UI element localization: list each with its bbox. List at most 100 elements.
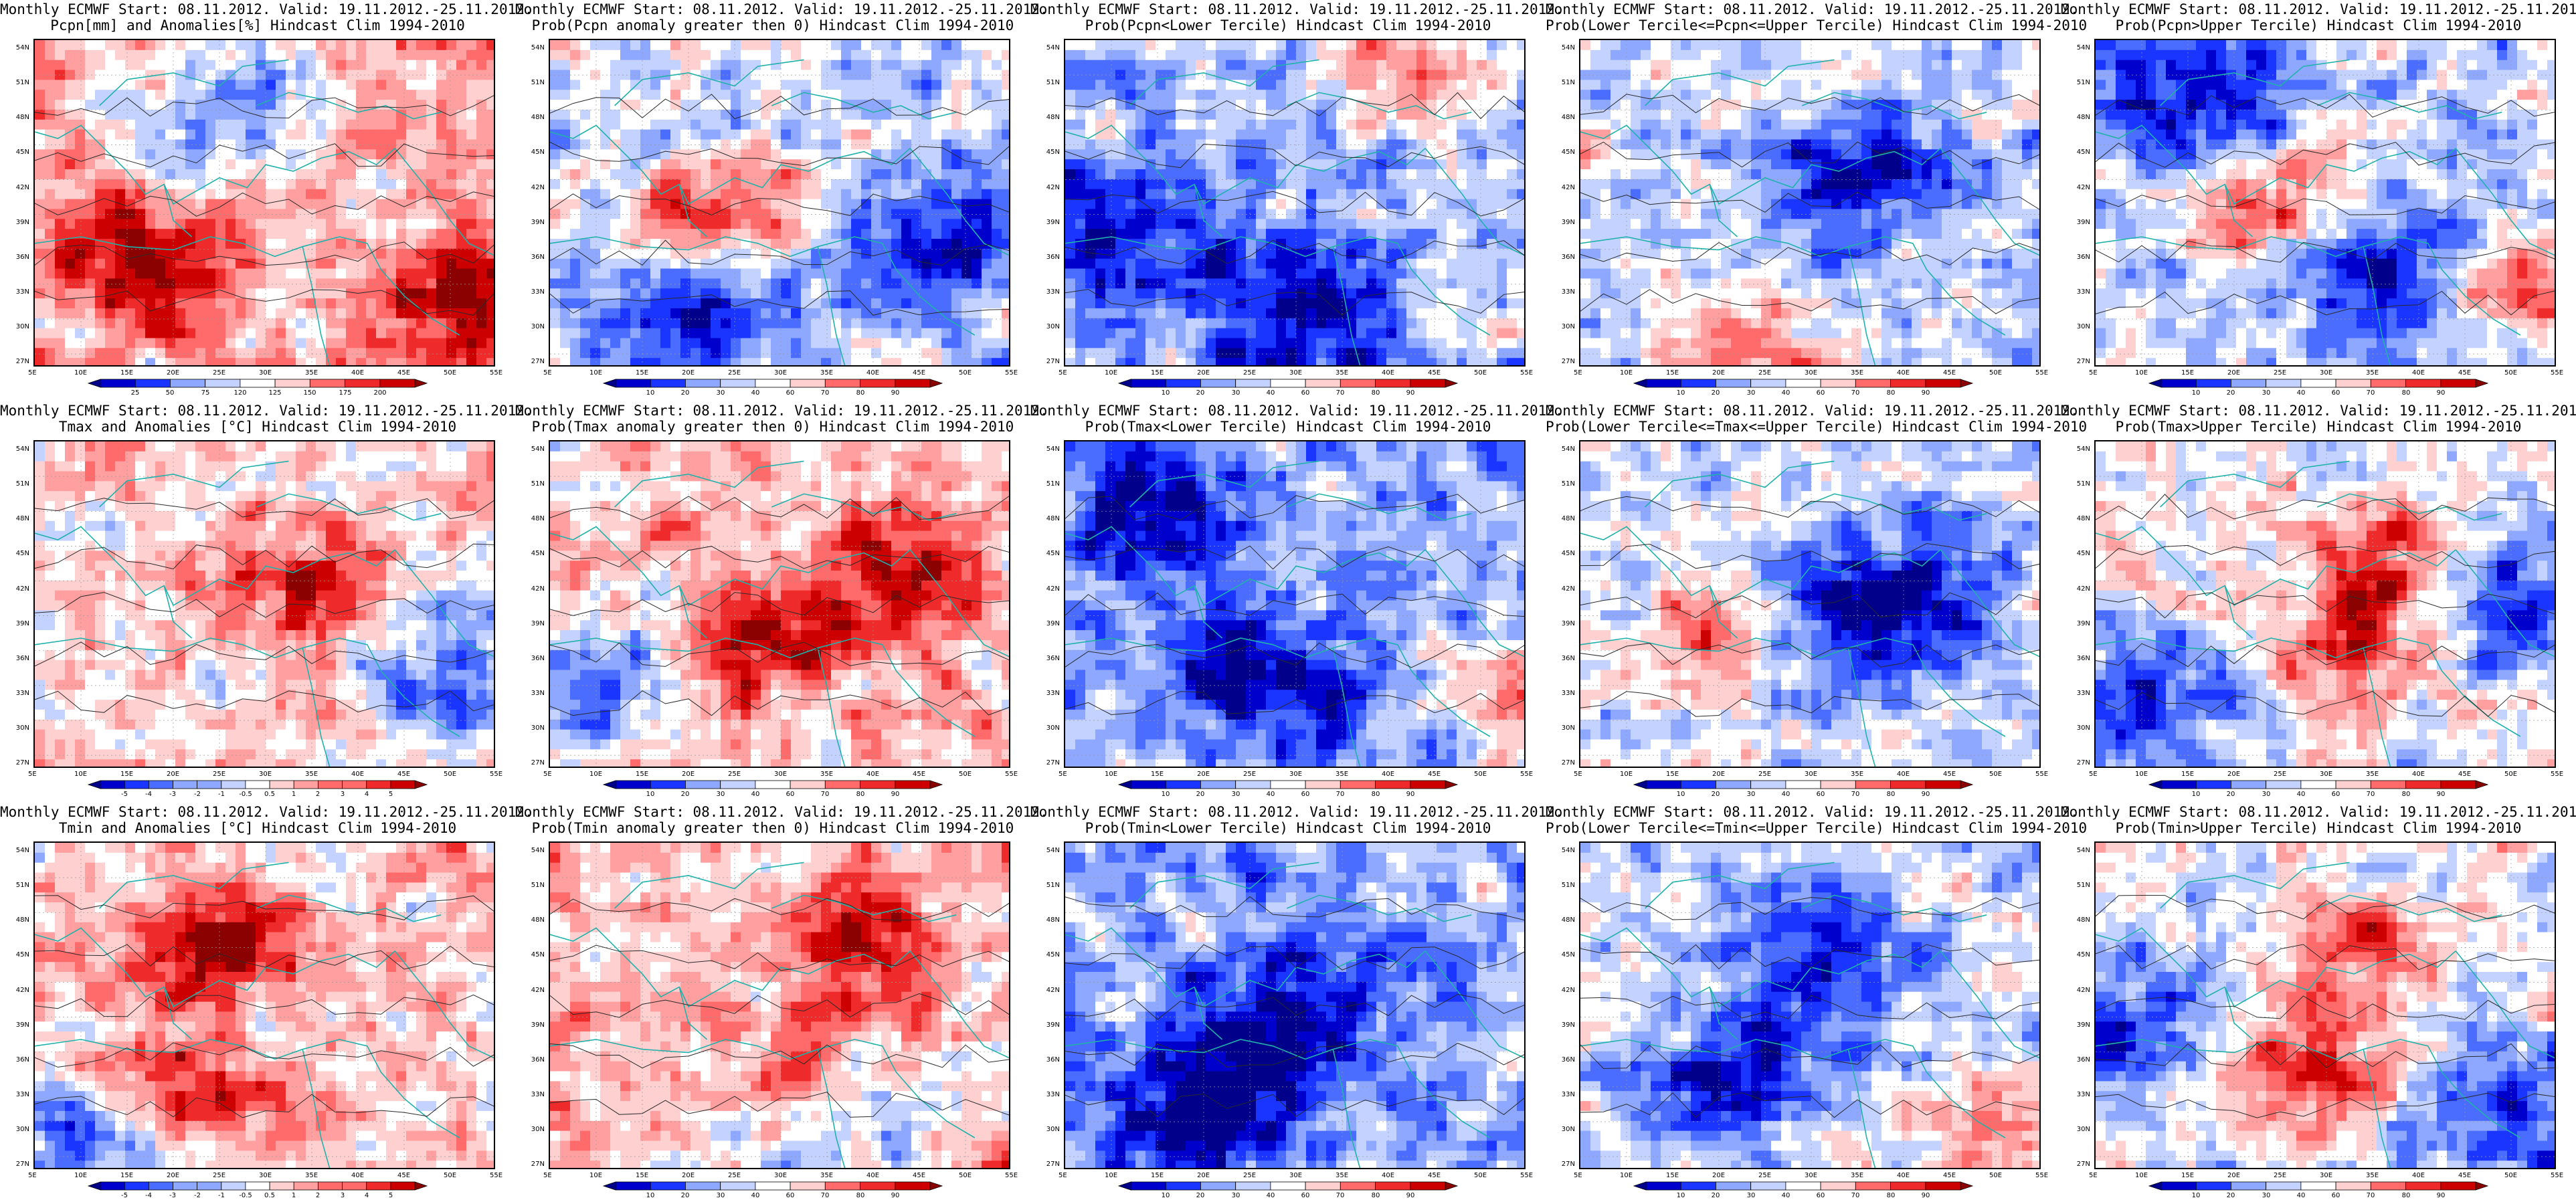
field-cell — [630, 328, 641, 338]
field-cell — [1741, 80, 1752, 90]
field-cell — [751, 129, 761, 140]
field-cell — [570, 129, 581, 140]
field-cell — [1346, 348, 1357, 359]
field-cell — [456, 268, 467, 279]
field-cell — [1366, 219, 1377, 229]
field-cell — [35, 179, 45, 190]
field-cell — [486, 60, 494, 71]
field-cell — [1386, 60, 1397, 71]
field-cell — [1447, 199, 1457, 209]
field-cell — [1477, 298, 1487, 309]
field-cell — [560, 248, 571, 260]
field-cell — [1507, 179, 1517, 190]
field-cell — [1186, 40, 1196, 51]
field-cell — [476, 109, 487, 120]
field-cell — [215, 358, 226, 365]
field-cell — [205, 308, 216, 319]
field-cell — [286, 209, 296, 219]
field-cell — [931, 80, 942, 90]
field-cell — [550, 199, 561, 209]
field-cell — [446, 278, 457, 289]
field-cell — [35, 40, 45, 51]
field-cell — [65, 159, 76, 170]
field-cell — [135, 49, 146, 61]
lat-tick-label: 30N — [1044, 323, 1060, 330]
lon-tick-label: 5E — [28, 369, 37, 377]
field-cell — [791, 169, 802, 180]
field-cell — [376, 298, 387, 309]
field-cell — [1590, 80, 1601, 90]
field-cell — [1416, 328, 1427, 338]
forecast-map — [549, 39, 1010, 367]
field-cell — [1002, 129, 1009, 140]
field-cell — [1075, 189, 1086, 200]
field-cell — [1065, 169, 1076, 180]
field-cell — [276, 229, 286, 239]
field-cell — [821, 209, 832, 219]
field-cell — [941, 288, 952, 299]
field-cell — [680, 119, 691, 130]
field-cell — [761, 278, 771, 289]
field-cell — [446, 189, 457, 200]
field-cell — [476, 40, 487, 51]
field-cell — [1681, 40, 1691, 51]
field-cell — [306, 189, 316, 200]
field-cell — [1590, 70, 1601, 80]
field-cell — [1206, 159, 1216, 170]
field-cell — [406, 179, 417, 190]
field-cell — [236, 129, 246, 140]
field-cell — [1457, 159, 1467, 170]
field-cell — [851, 348, 862, 359]
field-cell — [105, 338, 116, 348]
field-cell — [1246, 60, 1257, 71]
field-cell — [326, 258, 337, 270]
field-cell — [861, 268, 872, 279]
field-cell — [1002, 219, 1009, 229]
field-cell — [1125, 149, 1136, 160]
field-cell — [751, 358, 761, 365]
field-cell — [941, 229, 952, 239]
field-cell — [1497, 258, 1507, 270]
field-cell — [175, 318, 186, 329]
field-cell — [1206, 268, 1216, 279]
field-cell — [1356, 129, 1367, 140]
field-cell — [821, 139, 832, 150]
field-cell — [691, 60, 701, 71]
field-cell — [1125, 169, 1136, 180]
field-cell — [650, 159, 661, 170]
field-cell — [741, 149, 751, 160]
field-cell — [95, 209, 106, 219]
forecast-map — [1579, 39, 2041, 367]
field-cell — [1437, 40, 1447, 51]
field-cell — [1306, 239, 1317, 249]
field-cell — [406, 258, 417, 270]
field-cell — [1326, 258, 1337, 270]
field-cell — [105, 358, 116, 365]
field-cell — [961, 139, 972, 150]
field-cell — [1115, 159, 1126, 170]
field-cell — [1156, 139, 1166, 150]
field-cell — [406, 288, 417, 299]
field-cell — [95, 288, 106, 299]
field-cell — [1437, 179, 1447, 190]
field-cell — [670, 358, 681, 365]
field-cell — [1437, 258, 1447, 270]
field-cell — [326, 119, 337, 130]
field-cell — [45, 60, 56, 71]
field-cell — [356, 258, 367, 270]
field-cell — [1246, 199, 1257, 209]
field-cell — [215, 119, 226, 130]
field-cell — [416, 199, 427, 209]
field-cell — [1075, 109, 1086, 120]
field-cell — [1226, 308, 1236, 319]
field-cell — [550, 268, 561, 279]
field-cell — [1226, 229, 1236, 239]
field-cell — [175, 338, 186, 348]
field-cell — [85, 239, 96, 249]
field-cell — [366, 149, 377, 160]
field-cell — [55, 338, 66, 348]
contour-line — [1065, 92, 1524, 120]
field-cell — [600, 139, 611, 150]
field-cell — [921, 248, 932, 260]
field-cell — [1216, 169, 1226, 180]
